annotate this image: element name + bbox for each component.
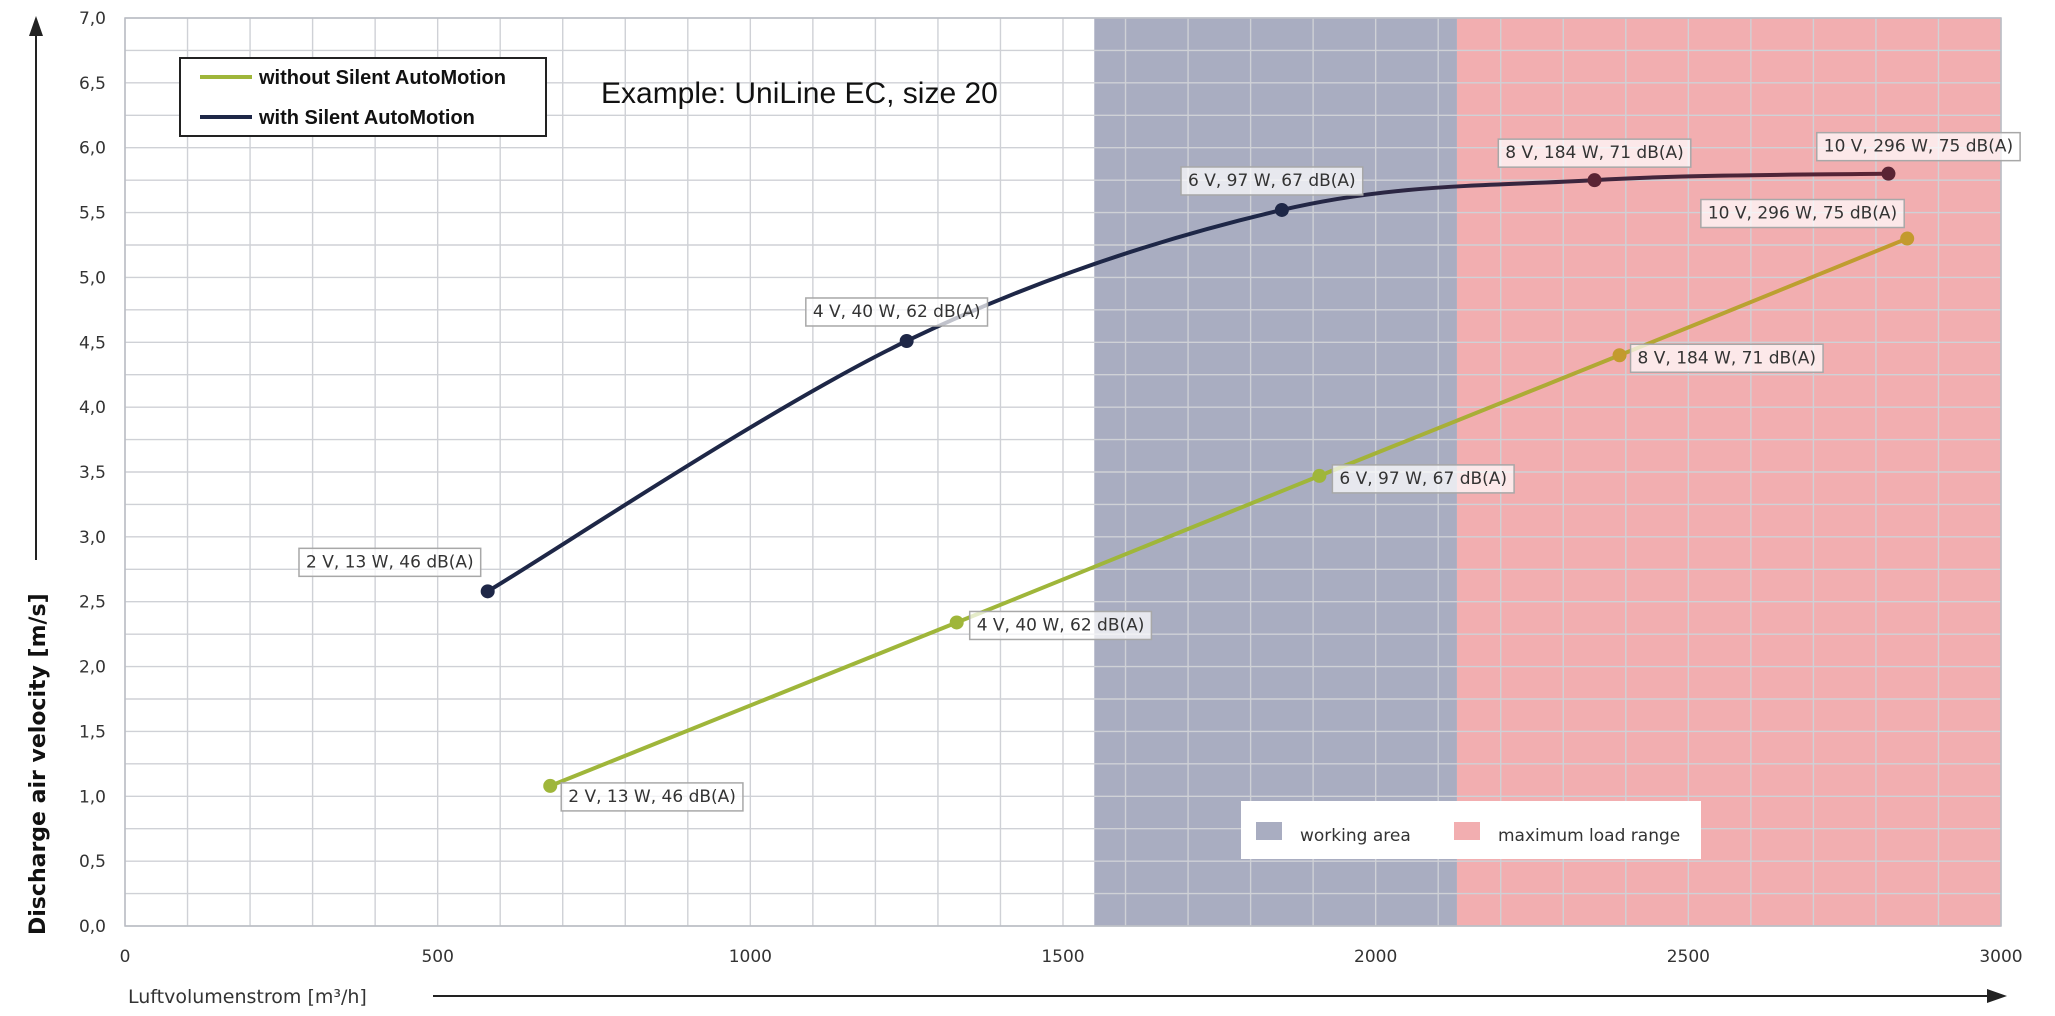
data-point bbox=[480, 584, 495, 599]
point-label: 4 V, 40 W, 62 dB(A) bbox=[805, 297, 989, 327]
x-tick-label: 1000 bbox=[729, 947, 772, 967]
axes-layer: 0 500 1000 1500 2000 2500 3000 0,0 0,5 1,0 1,5 2,0 2… bbox=[29, 9, 2023, 1003]
point-label-text: 10 V, 296 W, 75 dB(A) bbox=[1708, 204, 1897, 224]
data-point bbox=[1881, 166, 1896, 181]
y-axis-arrowhead bbox=[29, 16, 43, 36]
y-tick-label: 5,5 bbox=[79, 204, 106, 224]
y-tick-label: 3,5 bbox=[79, 463, 106, 483]
point-label-text: 2 V, 13 W, 46 dB(A) bbox=[568, 787, 736, 807]
data-point bbox=[1312, 468, 1327, 483]
data-point bbox=[1612, 348, 1627, 363]
zone-legend-label-max-load: maximum load range bbox=[1498, 826, 1680, 846]
point-label: 4 V, 40 W, 62 dB(A) bbox=[968, 610, 1153, 641]
data-point bbox=[1900, 231, 1915, 246]
legend-label-without: without Silent AutoMotion bbox=[258, 67, 506, 89]
point-label: 10 V, 296 W, 75 dB(A) bbox=[1816, 131, 2021, 162]
series-legend: without Silent AutoMotion with Silent Au… bbox=[179, 57, 547, 137]
y-axis-label: Discharge air velocity [m/s] bbox=[26, 593, 51, 935]
point-label-box bbox=[1700, 198, 1905, 229]
point-label-text: 10 V, 296 W, 75 dB(A) bbox=[1824, 137, 2013, 157]
point-label-layer: 2 V, 13 W, 46 dB(A) 4 V, 40 W, 62 dB(A) 6 … bbox=[298, 131, 2021, 812]
x-tick-label: 2500 bbox=[1667, 947, 1710, 967]
point-label-text: 8 V, 184 W, 71 dB(A) bbox=[1505, 143, 1684, 163]
point-label-text: 4 V, 40 W, 62 dB(A) bbox=[977, 615, 1145, 635]
y-tick-label: 1,5 bbox=[79, 722, 106, 742]
data-point bbox=[1587, 173, 1602, 188]
y-tick-label: 7,0 bbox=[79, 9, 106, 29]
x-axis-label: Luftvolumenstrom [m³/h] bbox=[128, 986, 367, 1008]
point-label-box bbox=[298, 547, 482, 578]
point-label: 8 V, 184 W, 71 dB(A) bbox=[1629, 343, 1824, 374]
point-label-box bbox=[1180, 166, 1364, 196]
data-point bbox=[543, 778, 558, 793]
point-label-text: 2 V, 13 W, 46 dB(A) bbox=[306, 552, 474, 572]
data-point bbox=[1274, 202, 1289, 217]
zone-legend-swatch-working bbox=[1256, 822, 1282, 840]
y-tick-label: 6,5 bbox=[79, 74, 106, 94]
y-tick-label: 0,5 bbox=[79, 852, 106, 872]
point-label-text: 4 V, 40 W, 62 dB(A) bbox=[813, 302, 981, 322]
point-label-box bbox=[560, 782, 744, 812]
y-tick-label: 2,0 bbox=[79, 658, 106, 678]
y-tick-label: 4,5 bbox=[79, 333, 106, 353]
series-legend-box bbox=[179, 57, 547, 137]
data-point bbox=[899, 333, 914, 348]
x-tick-label: 2000 bbox=[1354, 947, 1397, 967]
y-tick-label: 1,0 bbox=[79, 787, 106, 807]
y-tick-label: 0,0 bbox=[79, 917, 106, 937]
legend-label-with: with Silent AutoMotion bbox=[258, 107, 475, 129]
point-label: 6 V, 97 W, 67 dB(A) bbox=[1331, 464, 1515, 494]
point-label-box bbox=[1497, 138, 1692, 168]
point-label-box bbox=[805, 297, 989, 327]
zone-legend: working area maximum load range bbox=[1241, 801, 1701, 859]
y-tick-label: 4,0 bbox=[79, 398, 106, 418]
series-line-with bbox=[486, 171, 1889, 594]
point-label-text: 8 V, 184 W, 71 dB(A) bbox=[1638, 348, 1817, 368]
series-line-without bbox=[549, 236, 1908, 788]
point-label: 2 V, 13 W, 46 dB(A) bbox=[560, 782, 744, 812]
grid-layer bbox=[124, 17, 2002, 927]
x-tick-label: 500 bbox=[421, 947, 453, 967]
point-label-text: 6 V, 97 W, 67 dB(A) bbox=[1188, 171, 1356, 191]
point-label: 10 V, 296 W, 75 dB(A) bbox=[1700, 198, 1905, 229]
zone-legend-swatch-max-load bbox=[1454, 822, 1480, 840]
y-tick-label: 6,0 bbox=[79, 139, 106, 159]
x-tick-label: 0 bbox=[120, 947, 131, 967]
x-tick-label: 1500 bbox=[1041, 947, 1084, 967]
point-label-box bbox=[1629, 343, 1824, 374]
chart-title: Example: UniLine EC, size 20 bbox=[601, 77, 998, 110]
point-label: 8 V, 184 W, 71 dB(A) bbox=[1497, 138, 1692, 168]
y-tick-label: 2,5 bbox=[79, 593, 106, 613]
plot-frame bbox=[124, 17, 2002, 927]
point-label-box bbox=[968, 610, 1153, 641]
point-label-text: 6 V, 97 W, 67 dB(A) bbox=[1339, 469, 1507, 489]
point-label: 6 V, 97 W, 67 dB(A) bbox=[1180, 166, 1364, 196]
series-layer bbox=[480, 166, 1915, 793]
point-label-box bbox=[1331, 464, 1515, 494]
y-tick-label: 3,0 bbox=[79, 528, 106, 548]
y-tick-label: 5,0 bbox=[79, 268, 106, 288]
data-point bbox=[949, 615, 964, 630]
point-label-box bbox=[1816, 131, 2021, 162]
x-axis-arrowhead bbox=[1987, 989, 2007, 1003]
x-tick-label: 3000 bbox=[1979, 947, 2022, 967]
point-label: 2 V, 13 W, 46 dB(A) bbox=[298, 547, 482, 578]
zone-legend-label-working: working area bbox=[1300, 826, 1411, 846]
